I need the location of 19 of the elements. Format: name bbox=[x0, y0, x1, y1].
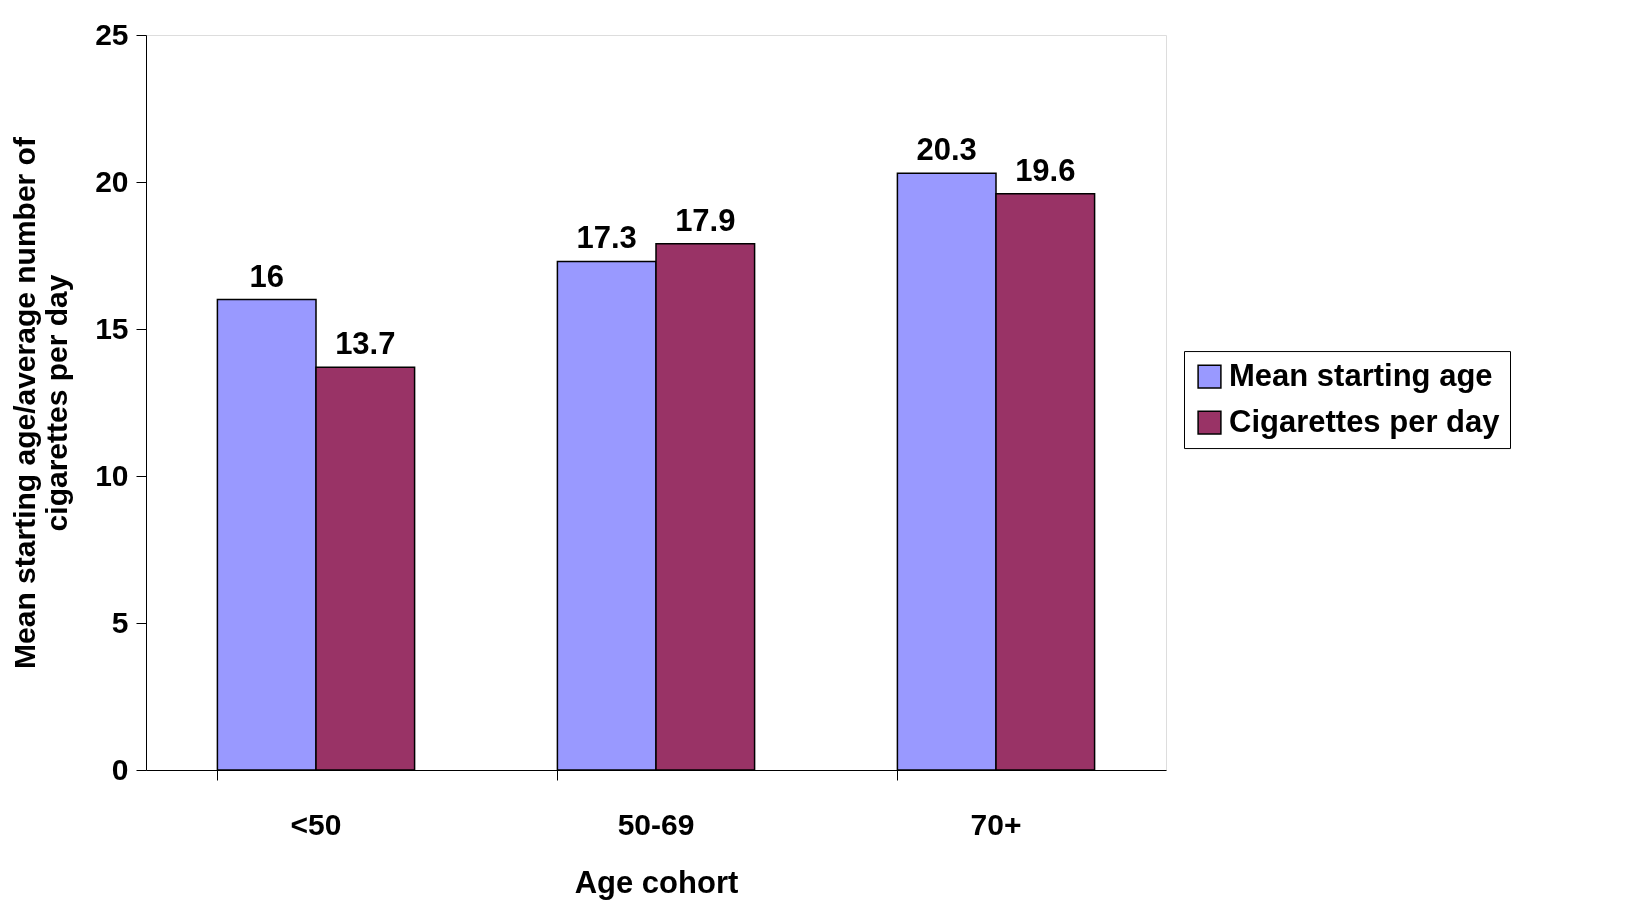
data-label: 13.7 bbox=[335, 326, 396, 362]
x-tick-label: 50-69 bbox=[617, 807, 695, 841]
x-axis-title: Age cohort bbox=[574, 864, 739, 900]
y-tick-label: 25 bbox=[95, 17, 129, 51]
y-tick-label: 10 bbox=[95, 458, 129, 492]
y-tick-label: 20 bbox=[95, 164, 129, 198]
y-tick-label: 5 bbox=[111, 605, 129, 639]
x-tick-label: <50 bbox=[290, 807, 342, 841]
y-tick-label: 15 bbox=[95, 311, 129, 345]
legend-label: Cigarettes per day bbox=[1229, 403, 1501, 439]
y-axis-title: Mean starting age/average number of cigarettes per day bbox=[8, 136, 74, 669]
y-tick-label: 0 bbox=[111, 752, 129, 786]
data-label: 17.9 bbox=[675, 202, 736, 238]
data-label: 19.6 bbox=[1015, 152, 1076, 188]
data-label: 20.3 bbox=[916, 132, 977, 168]
data-label: 17.3 bbox=[576, 220, 637, 256]
data-label: 16 bbox=[249, 258, 284, 294]
legend-label: Mean starting age bbox=[1229, 357, 1493, 393]
x-tick-label: 70+ bbox=[970, 807, 1022, 841]
